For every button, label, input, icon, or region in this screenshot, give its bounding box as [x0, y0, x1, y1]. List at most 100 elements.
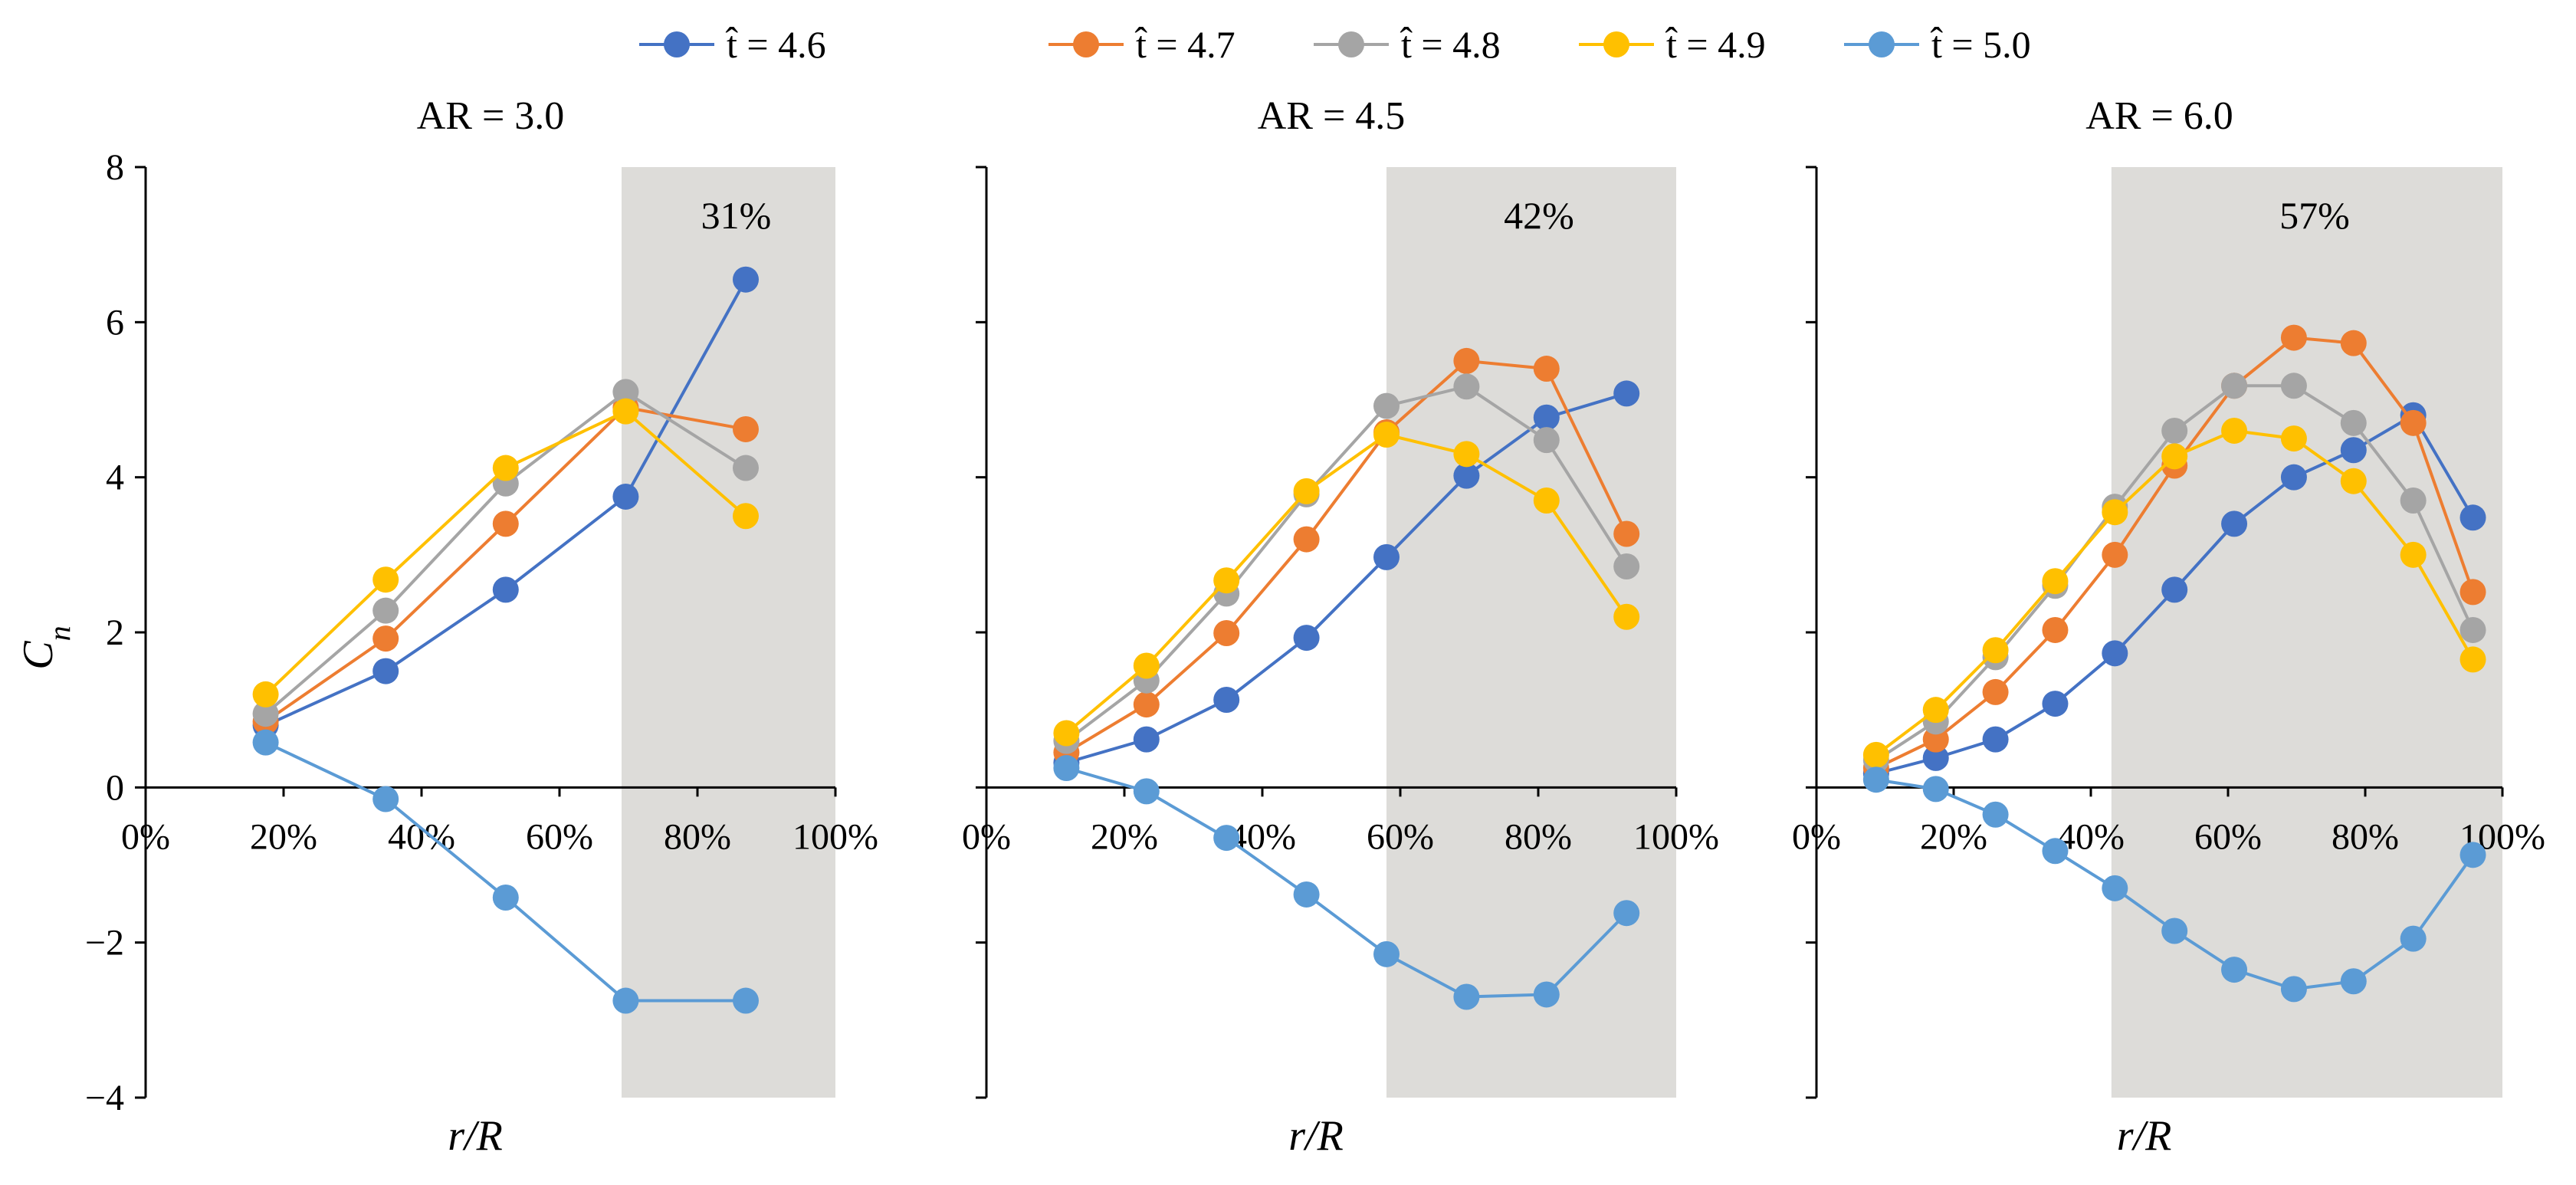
data-point	[1453, 373, 1480, 400]
data-point	[2460, 504, 2486, 531]
x-tick-label: 60%	[526, 816, 593, 857]
data-point	[1293, 625, 1320, 652]
x-tick-label: 100%	[1633, 816, 1719, 857]
y-axis-label: Cn	[15, 625, 77, 669]
panel-1: 31% AR = 3.0 8 6 4 2 0 −2 −4 0% 20% 40% 60% 80% 100% r/…	[85, 94, 878, 1160]
data-point	[492, 510, 519, 537]
data-point	[1213, 687, 1240, 714]
data-point	[252, 701, 279, 727]
data-point	[1213, 825, 1240, 852]
x-tick-label: 80%	[1505, 816, 1572, 857]
legend-item: t̂ = 4.6	[639, 23, 826, 66]
data-point	[2280, 976, 2307, 1003]
data-point	[2400, 409, 2427, 436]
x-tick-label: 40%	[388, 816, 455, 857]
data-point	[1453, 462, 1480, 489]
series-1	[1862, 402, 2486, 787]
data-point	[2400, 487, 2427, 514]
legend-marker	[1073, 31, 1099, 57]
panel-3: 57%AR = 6.00% 20% 40% 60% 80% 100%r/R	[1792, 94, 2545, 1160]
data-point	[2161, 917, 2188, 944]
data-point	[1453, 441, 1480, 468]
data-point	[492, 455, 519, 481]
data-point	[1213, 620, 1240, 647]
data-point	[2042, 616, 2069, 643]
legend-label: t̂ = 4.8	[1400, 23, 1501, 66]
data-point	[2400, 541, 2427, 568]
x-tick-label: 60%	[2194, 816, 2262, 857]
series-3	[252, 379, 759, 727]
data-point	[372, 658, 399, 684]
series-5	[252, 729, 759, 1014]
data-point	[1862, 766, 1889, 793]
legend-marker	[1338, 31, 1364, 57]
data-point	[1982, 801, 2009, 828]
x-axis-label: r/R	[1288, 1112, 1344, 1160]
data-point	[1982, 726, 2009, 753]
data-point	[2340, 409, 2367, 436]
data-point	[1982, 637, 2009, 664]
legend-label: t̂ = 4.9	[1665, 23, 1766, 66]
data-point	[1922, 776, 1949, 803]
series-line	[1065, 766, 1628, 999]
shade-label: 42%	[1504, 194, 1574, 237]
x-tick-label: 40%	[1229, 816, 1296, 857]
data-point	[1453, 983, 1480, 1010]
data-point	[1053, 720, 1080, 747]
legend: t̂ = 4.6 t̂ = 4.7 t̂ = 4.8 t̂ = 4.9 t̂ = 5.0	[639, 23, 2031, 66]
x-tick-label: 80%	[2332, 816, 2399, 857]
legend-item: t̂ = 4.7	[1048, 23, 1235, 66]
data-point	[1053, 755, 1080, 782]
series-4	[1862, 417, 2486, 768]
data-point	[1533, 427, 1560, 454]
shaded-region	[1386, 167, 1676, 1098]
data-point	[372, 786, 399, 812]
legend-item: t̂ = 4.9	[1579, 23, 1766, 66]
data-point	[2161, 576, 2188, 603]
legend-label: t̂ = 4.6	[726, 23, 826, 66]
y-tick-label: 8	[106, 147, 124, 188]
data-point	[1922, 744, 1949, 771]
legend-marker	[664, 31, 690, 57]
x-tick-label: 60%	[1367, 816, 1434, 857]
x-tick-label: 0%	[121, 816, 170, 857]
data-point	[1533, 981, 1560, 1008]
panel-title: AR = 3.0	[417, 94, 565, 138]
data-point	[2460, 616, 2486, 643]
y-tick-label: 0	[106, 767, 124, 808]
shade-label: 31%	[701, 194, 772, 237]
data-point	[2102, 875, 2128, 901]
data-point	[372, 597, 399, 624]
data-point	[2340, 968, 2367, 995]
data-point	[1613, 380, 1640, 407]
legend-marker	[1603, 31, 1629, 57]
data-point	[492, 884, 519, 911]
x-tick-label: 20%	[1091, 816, 1158, 857]
data-point	[2400, 925, 2427, 952]
legend-item: t̂ = 5.0	[1844, 23, 2031, 66]
data-point	[1982, 678, 2009, 705]
data-point	[733, 455, 759, 481]
data-point	[1922, 726, 1949, 753]
data-point	[1373, 543, 1400, 570]
data-point	[492, 576, 519, 603]
data-point	[1613, 603, 1640, 630]
data-point	[1373, 940, 1400, 967]
data-point	[372, 566, 399, 593]
data-point	[2460, 646, 2486, 673]
series-1	[1053, 380, 1640, 776]
data-point	[2221, 373, 2248, 399]
data-point	[612, 987, 639, 1014]
data-point	[2042, 691, 2069, 717]
data-point	[372, 625, 399, 652]
series-4	[1053, 422, 1640, 747]
series-line	[1065, 392, 1627, 764]
data-point	[2460, 579, 2486, 606]
data-point	[1533, 404, 1560, 431]
legend-item: t̂ = 4.8	[1314, 23, 1501, 66]
x-tick-label: 100%	[792, 816, 878, 857]
data-point	[1373, 392, 1400, 419]
data-point	[252, 729, 279, 756]
series-line	[1065, 359, 1628, 754]
x-axis-label: r/R	[448, 1112, 503, 1160]
